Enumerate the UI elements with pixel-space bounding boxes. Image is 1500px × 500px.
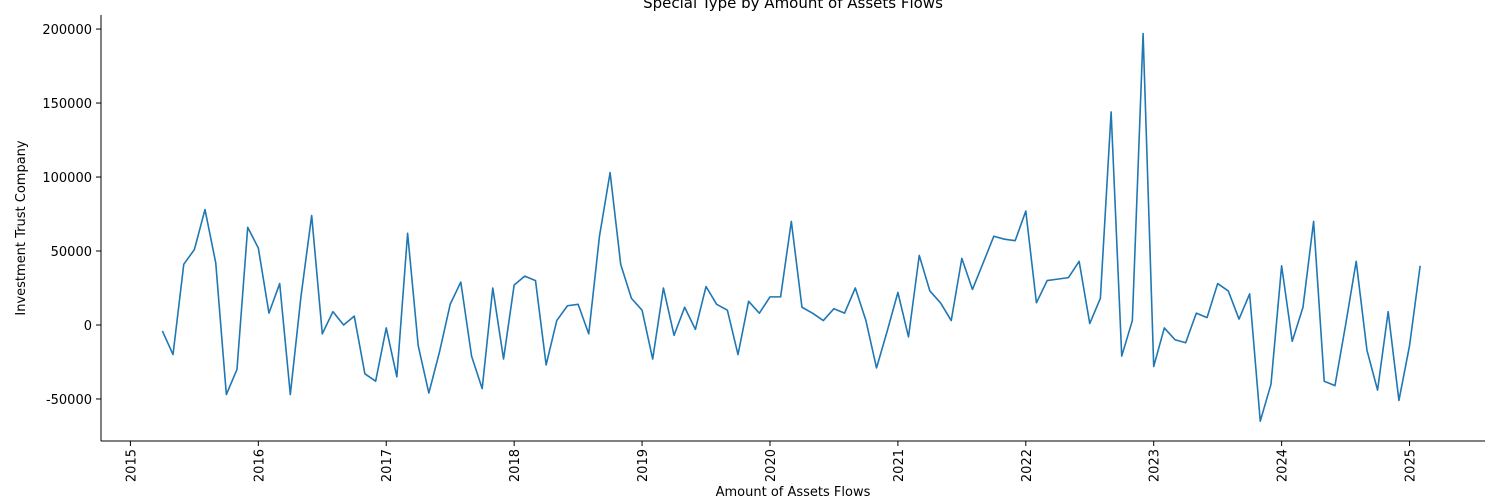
y-tick-label: 0	[84, 319, 92, 334]
y-axis-label: Investment Trust Company	[14, 140, 29, 316]
x-tick-label: 2015	[124, 449, 139, 482]
x-tick-label: 2019	[636, 449, 651, 482]
x-tick-label: 2024	[1276, 449, 1291, 482]
y-tick-label: 150000	[42, 97, 92, 112]
x-tick-label: 2020	[764, 449, 779, 482]
x-tick-label: 2022	[1020, 449, 1035, 482]
x-axis-label: Amount of Assets Flows	[716, 485, 871, 500]
y-tick-label: 200000	[42, 23, 92, 38]
chart-title: Special Type by Amount of Assets Flows	[643, 0, 943, 12]
x-tick-label: 2025	[1404, 449, 1419, 482]
data-line	[161, 32, 1421, 422]
y-tick-label: 50000	[51, 245, 92, 260]
x-tick-label: 2018	[508, 449, 523, 482]
x-tick-label: 2017	[380, 449, 395, 482]
y-tick-label: 100000	[42, 171, 92, 186]
x-tick-label: 2021	[892, 449, 907, 482]
y-tick-label: -50000	[46, 393, 92, 408]
x-tick-label: 2023	[1148, 449, 1163, 482]
x-tick-label: 2016	[252, 449, 267, 482]
